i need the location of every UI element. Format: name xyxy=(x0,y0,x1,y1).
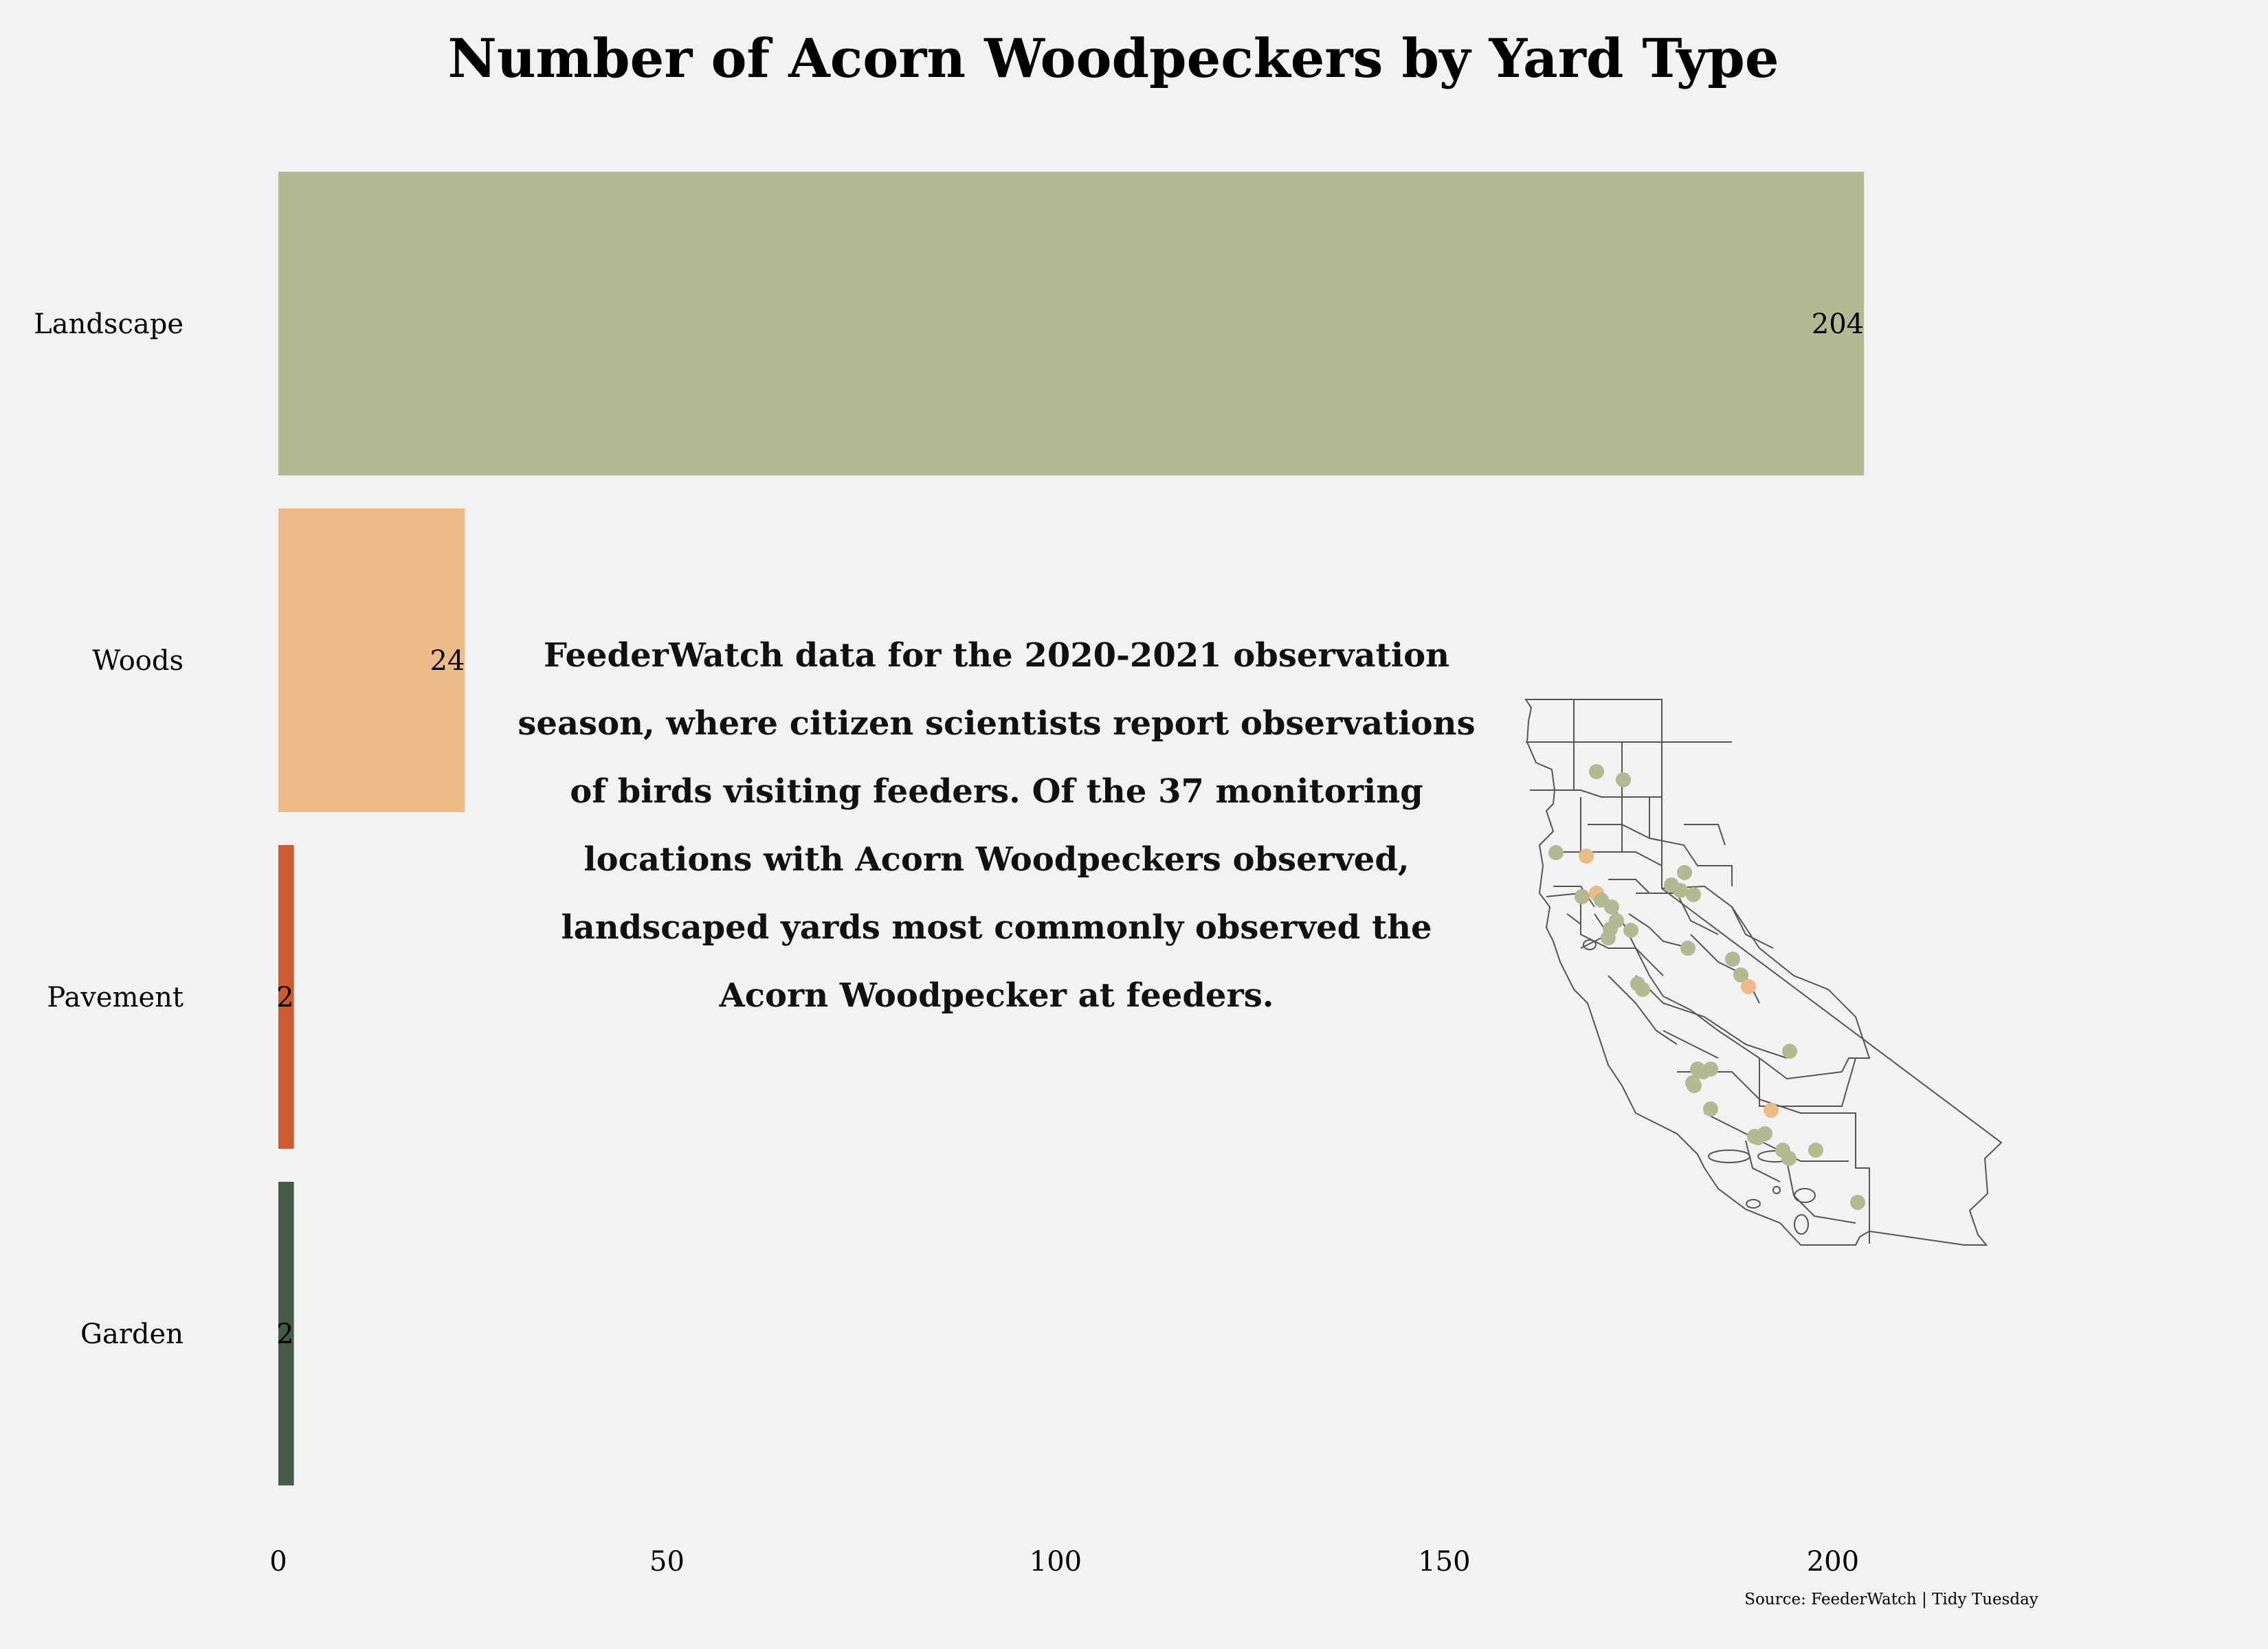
x-tick-label: 200 xyxy=(1807,1546,1859,1578)
map-point-landscape xyxy=(1677,865,1692,880)
x-axis-ticks: 0 50 100 150 200 xyxy=(269,1546,1859,1578)
x-tick-label: 150 xyxy=(1418,1546,1470,1578)
category-label-pavement: Pavement xyxy=(47,982,184,1013)
map-point-landscape xyxy=(1781,1151,1797,1166)
observation-points xyxy=(1548,764,1865,1210)
map-point-landscape xyxy=(1703,1101,1718,1117)
value-label-garden: 2 xyxy=(276,1319,293,1350)
category-label-woods: Woods xyxy=(92,645,184,677)
map-point-landscape xyxy=(1687,1078,1702,1093)
source-caption: Source: FeederWatch | Tidy Tuesday xyxy=(1744,1591,2038,1608)
chart-title: Number of Acorn Woodpeckers by Yard Type xyxy=(448,27,1779,90)
map-point-landscape xyxy=(1635,982,1650,997)
map-point-landscape xyxy=(1623,923,1638,938)
map-point-landscape xyxy=(1616,772,1631,787)
islands xyxy=(1583,939,1816,1235)
x-tick-label: 50 xyxy=(649,1546,685,1578)
map-point-landscape xyxy=(1601,930,1616,945)
category-label-garden: Garden xyxy=(80,1319,184,1350)
value-labels: 204 24 2 2 xyxy=(276,309,1864,1350)
x-tick-label: 100 xyxy=(1030,1546,1082,1578)
map-point-landscape xyxy=(1589,764,1604,779)
category-label-landscape: Landscape xyxy=(34,309,184,340)
value-label-landscape: 204 xyxy=(1812,309,1864,340)
map-point-landscape xyxy=(1548,845,1564,860)
map-point-landscape xyxy=(1680,941,1696,956)
map-point-landscape xyxy=(1703,1062,1718,1077)
bar-pavement xyxy=(278,845,294,1149)
map-point-landscape xyxy=(1750,1130,1766,1145)
map-point-landscape xyxy=(1725,952,1740,967)
x-tick-label: 0 xyxy=(269,1546,287,1578)
map-point-woods xyxy=(1741,979,1756,994)
map-point-landscape xyxy=(1850,1195,1865,1210)
map-point-woods xyxy=(1579,849,1594,864)
map-point-landscape xyxy=(1733,967,1748,983)
map-point-landscape xyxy=(1782,1044,1797,1059)
map-point-landscape xyxy=(1604,899,1619,915)
state-outline xyxy=(1524,699,2003,1246)
bars-group xyxy=(278,172,1865,1485)
map-point-landscape xyxy=(1673,883,1688,898)
value-label-pavement: 2 xyxy=(276,982,293,1013)
category-labels: Landscape Woods Pavement Garden xyxy=(34,309,184,1350)
annotation-text: FeederWatch data for the 2020-2021 obser… xyxy=(518,636,1476,1015)
bar-woods xyxy=(278,508,465,812)
bar-garden xyxy=(278,1182,294,1485)
bar-landscape xyxy=(278,172,1865,475)
map-point-landscape xyxy=(1575,889,1590,904)
map-point-landscape xyxy=(1686,887,1701,902)
value-label-woods: 24 xyxy=(430,645,465,677)
map-point-woods xyxy=(1764,1103,1779,1118)
map-point-landscape xyxy=(1808,1143,1823,1158)
